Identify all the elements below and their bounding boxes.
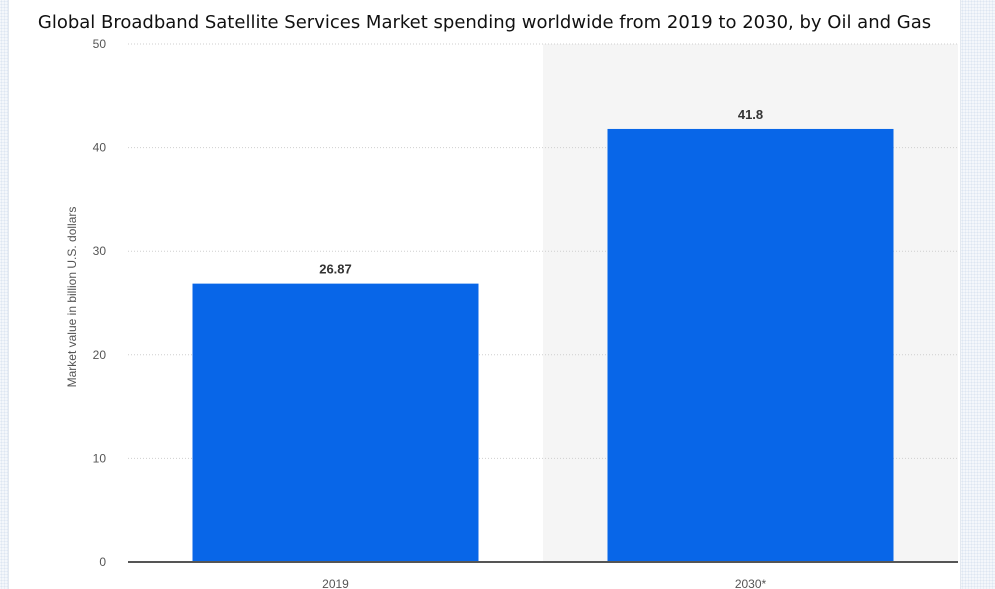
y-tick-label: 10 <box>93 451 107 465</box>
y-tick-label: 20 <box>93 348 107 362</box>
chart-title: Global Broadband Satellite Services Mark… <box>37 12 932 33</box>
y-tick-label: 40 <box>93 141 107 155</box>
data-label: 26.87 <box>319 262 352 277</box>
y-tick-label: 30 <box>93 244 107 258</box>
bar <box>192 283 479 562</box>
y-tick-label: 50 <box>93 37 107 51</box>
y-tick-labels: 0 10 20 30 40 50 <box>93 37 107 569</box>
y-tick-label: 0 <box>99 555 106 569</box>
x-tick-label: 2030* <box>735 577 767 589</box>
x-tick-labels: 2019 2030* <box>322 577 766 589</box>
right-frame-border <box>960 0 995 589</box>
bar <box>607 128 894 562</box>
data-label: 41.8 <box>738 107 763 122</box>
data-labels: 26.87 41.8 <box>319 107 763 277</box>
bars <box>192 128 894 562</box>
x-tick-label: 2019 <box>322 577 349 589</box>
y-axis-label: Market value in billion U.S. dollars <box>65 207 79 388</box>
left-frame-border <box>0 0 9 589</box>
